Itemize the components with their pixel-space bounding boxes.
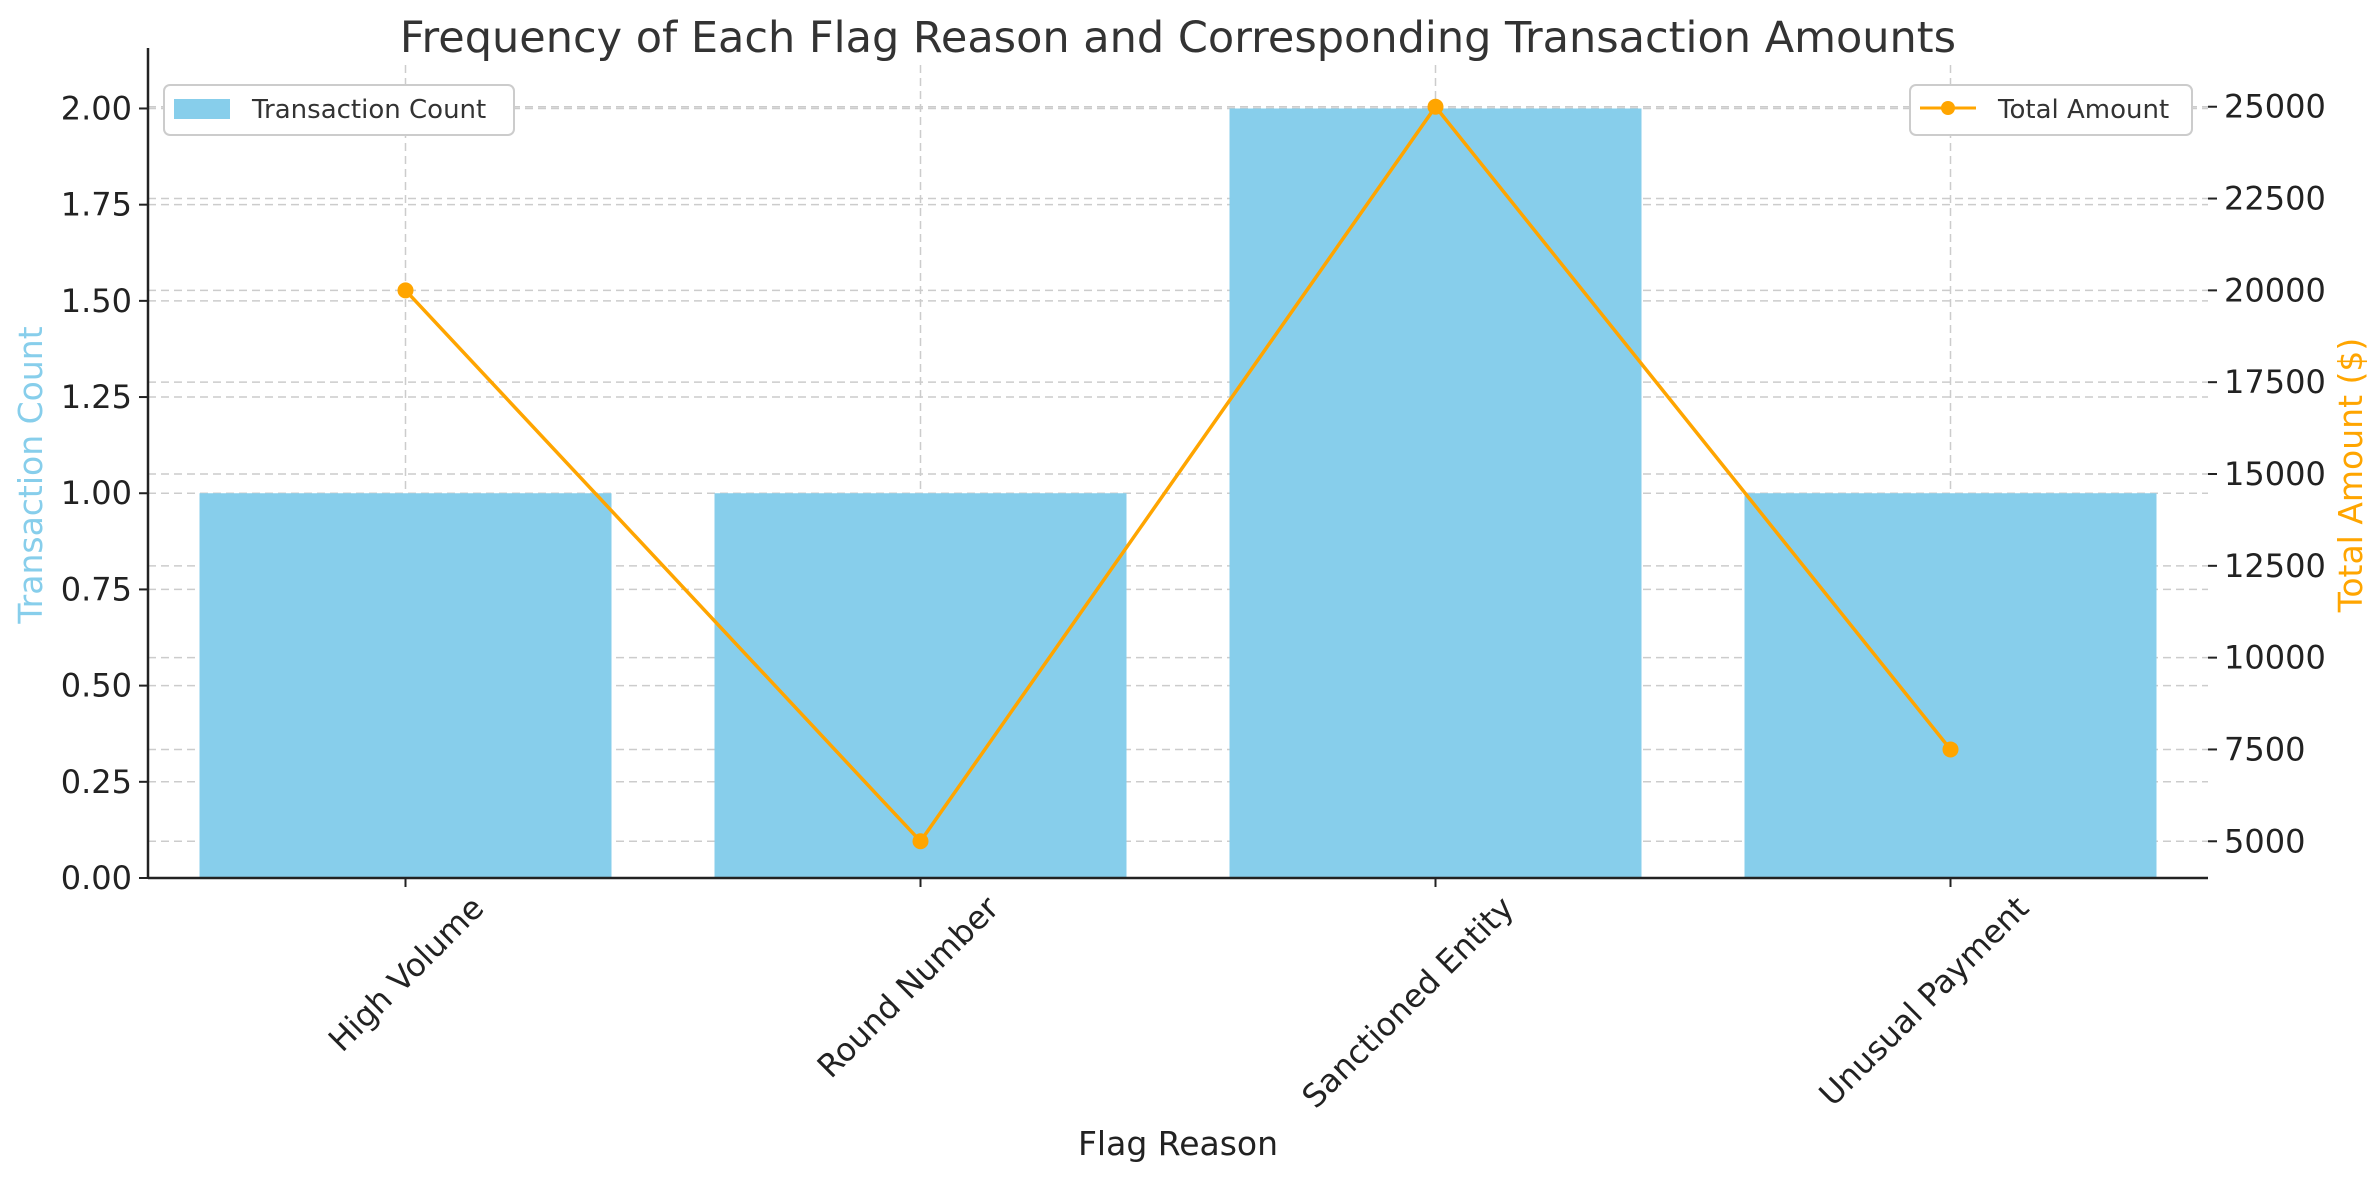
bar-layer — [199, 108, 2157, 878]
y-tick-label: 0.25 — [61, 763, 132, 801]
x-tick-label: High Volume — [321, 889, 491, 1059]
total-amount-point — [397, 282, 414, 299]
y2-tick-label: 20000 — [2224, 271, 2326, 309]
legend-line-label: Total Amount — [1997, 95, 2169, 125]
y2-axis-label: Total Amount ($) — [2331, 338, 2370, 613]
y2-tick-label: 10000 — [2224, 639, 2326, 677]
total-amount-line — [404, 103, 1952, 845]
bar-unusual-payment — [1744, 493, 2157, 878]
y-tick-label: 2.00 — [61, 89, 132, 127]
legend-left: Transaction Count — [163, 84, 515, 136]
bar-high-volume — [199, 493, 612, 878]
y2-tick-label: 5000 — [2224, 822, 2305, 860]
y2-tick-label: 25000 — [2224, 88, 2326, 126]
total-amount-point — [1427, 98, 1444, 115]
y-tick-label: 1.50 — [61, 282, 132, 320]
x-tick-label: Sanctioned Entity — [1294, 889, 1521, 1116]
legend-bar-label: Transaction Count — [251, 95, 486, 125]
y-tick-label: 1.75 — [61, 186, 132, 224]
y-tick-label: 1.25 — [61, 378, 132, 416]
legend-right: Total Amount — [1909, 84, 2193, 136]
total-amount-point — [1942, 741, 1959, 758]
legend-line-marker — [1941, 101, 1955, 115]
bar-round-number — [714, 493, 1127, 878]
legend-bar-swatch — [174, 99, 230, 119]
legend-left-box — [163, 84, 515, 136]
y-axis-label: Transaction Count — [11, 326, 50, 624]
bar-sanctioned-entity — [1229, 108, 1642, 878]
y2-tick-label: 15000 — [2224, 455, 2326, 493]
chart-title: Frequency of Each Flag Reason and Corres… — [400, 13, 1956, 63]
y-tick-label: 0.00 — [61, 859, 132, 897]
line-layer — [397, 98, 1959, 850]
y-tick-label: 1.00 — [61, 474, 132, 512]
y-tick-label: 0.75 — [61, 570, 132, 608]
y2-tick-label: 12500 — [2224, 547, 2326, 585]
total-amount-point — [912, 833, 929, 850]
legend-right-box — [1909, 84, 2193, 136]
y2-tick-label: 22500 — [2224, 180, 2326, 218]
y2-tick-label: 17500 — [2224, 363, 2326, 401]
y-tick-label: 0.50 — [61, 667, 132, 705]
x-tick-label: Round Number — [810, 888, 1007, 1085]
x-tick-label: Unusual Payment — [1812, 889, 2037, 1114]
y2-tick-label: 7500 — [2224, 730, 2305, 768]
x-axis-label: Flag Reason — [1078, 1124, 1278, 1163]
